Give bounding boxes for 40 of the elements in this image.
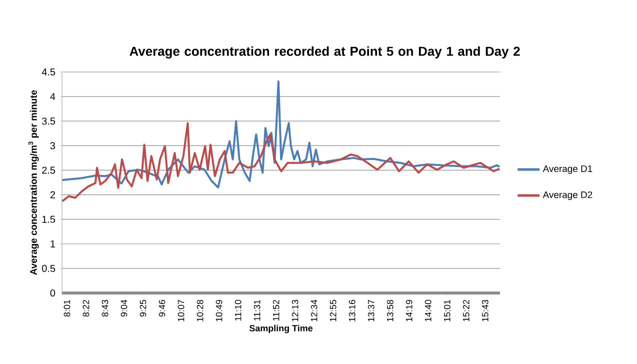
y-tick-label: 0.5 (42, 264, 56, 272)
x-tick-label: 10:49 (216, 300, 222, 322)
y-tick-label: 0 (50, 289, 56, 297)
x-tick-label: 8:43 (102, 300, 108, 317)
x-tick-label: 8:22 (82, 300, 90, 317)
x-tick-label: 15:43 (482, 300, 488, 322)
x-tick-label: 9:04 (120, 300, 128, 317)
x-tick-label: 13:37 (368, 300, 374, 322)
y-tick-label: 1 (50, 240, 55, 248)
x-tick-label: 8:01 (64, 300, 70, 317)
line-series (62, 80, 500, 188)
x-tick-label: 12:55 (330, 300, 336, 322)
x-axis-title: Sampling Time (249, 324, 313, 334)
x-tick-label: 14:19 (406, 300, 412, 322)
y-tick-label: 3 (50, 142, 56, 150)
y-tick-label: 3.5 (42, 118, 56, 125)
x-tick-label: 15:22 (462, 300, 470, 322)
y-tick-label: 1.5 (42, 216, 56, 223)
y-tick-label: 4 (50, 93, 56, 100)
x-tick-label: 9:25 (140, 300, 146, 317)
x-tick-label: 11:31 (254, 300, 260, 321)
x-tick-label: 11:52 (272, 300, 280, 321)
x-tick-label: 12:13 (292, 300, 298, 322)
y-tick-label: 2.5 (42, 166, 56, 174)
x-tick-label: 13:58 (386, 300, 394, 322)
x-tick-label: 15:01 (444, 300, 450, 322)
legend-label: Average D1 (542, 165, 592, 174)
x-tick-label: 12:34 (310, 300, 318, 322)
x-tick-label: 10:07 (178, 300, 184, 322)
chart-title: Average concentration recorded at Point 5 on Day 1 and Day 2 (130, 46, 520, 59)
y-tick-label: 4.5 (42, 68, 56, 76)
y-tick-label: 2 (50, 191, 55, 198)
x-tick-label: 10:28 (196, 300, 204, 322)
x-tick-label: 11:10 (234, 300, 242, 321)
x-tick-label: 9:46 (158, 300, 166, 317)
legend-label: Average D2 (542, 191, 592, 200)
x-tick-label: 14:40 (424, 300, 432, 322)
x-tick-label: 13:16 (348, 300, 356, 322)
line-series (62, 122, 500, 202)
y-axis-title: Average concentration mg/m$^{3}$ per minute (28, 90, 39, 275)
